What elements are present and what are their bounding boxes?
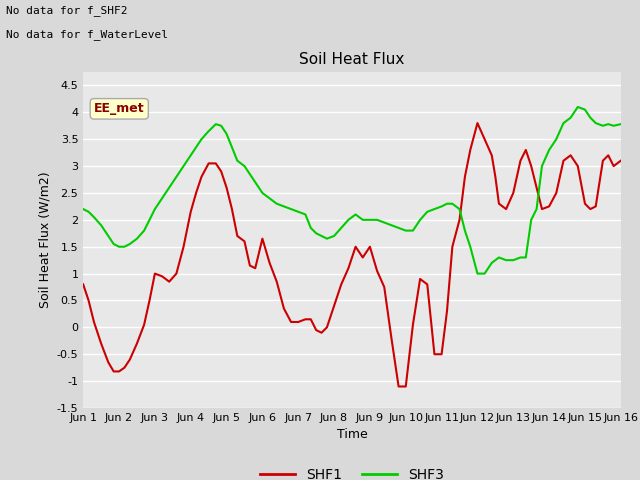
X-axis label: Time: Time: [337, 429, 367, 442]
Text: No data for f_WaterLevel: No data for f_WaterLevel: [6, 29, 168, 40]
Text: EE_met: EE_met: [94, 102, 145, 115]
Title: Soil Heat Flux: Soil Heat Flux: [300, 52, 404, 67]
Text: No data for f_SHF2: No data for f_SHF2: [6, 5, 128, 16]
Legend: SHF1, SHF3: SHF1, SHF3: [254, 462, 450, 480]
Y-axis label: Soil Heat Flux (W/m2): Soil Heat Flux (W/m2): [38, 172, 51, 308]
